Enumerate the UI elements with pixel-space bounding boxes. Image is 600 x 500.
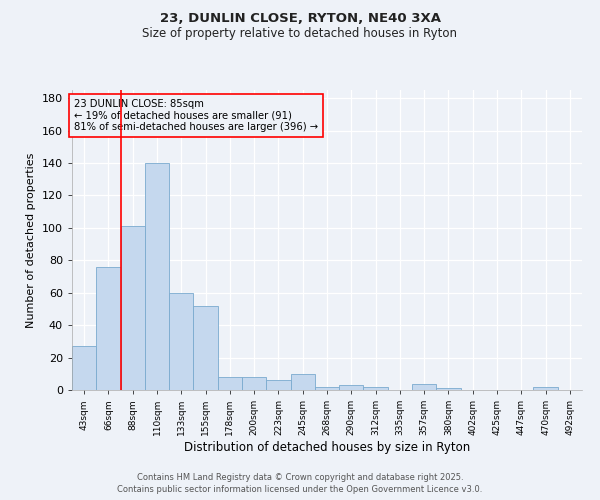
Bar	[193, 306, 218, 390]
Bar	[436, 388, 461, 390]
Bar	[96, 267, 121, 390]
Text: 23, DUNLIN CLOSE, RYTON, NE40 3XA: 23, DUNLIN CLOSE, RYTON, NE40 3XA	[160, 12, 440, 26]
Y-axis label: Number of detached properties: Number of detached properties	[26, 152, 36, 328]
Bar	[339, 385, 364, 390]
Bar	[533, 387, 558, 390]
Bar	[412, 384, 436, 390]
Bar	[169, 292, 193, 390]
Bar	[364, 387, 388, 390]
Text: Size of property relative to detached houses in Ryton: Size of property relative to detached ho…	[143, 28, 458, 40]
Bar	[315, 387, 339, 390]
Bar	[290, 374, 315, 390]
Bar	[218, 377, 242, 390]
Bar	[266, 380, 290, 390]
Bar	[242, 377, 266, 390]
Bar	[121, 226, 145, 390]
Text: Contains public sector information licensed under the Open Government Licence v3: Contains public sector information licen…	[118, 485, 482, 494]
X-axis label: Distribution of detached houses by size in Ryton: Distribution of detached houses by size …	[184, 441, 470, 454]
Text: 23 DUNLIN CLOSE: 85sqm
← 19% of detached houses are smaller (91)
81% of semi-det: 23 DUNLIN CLOSE: 85sqm ← 19% of detached…	[74, 99, 317, 132]
Bar	[145, 163, 169, 390]
Text: Contains HM Land Registry data © Crown copyright and database right 2025.: Contains HM Land Registry data © Crown c…	[137, 472, 463, 482]
Bar	[72, 346, 96, 390]
